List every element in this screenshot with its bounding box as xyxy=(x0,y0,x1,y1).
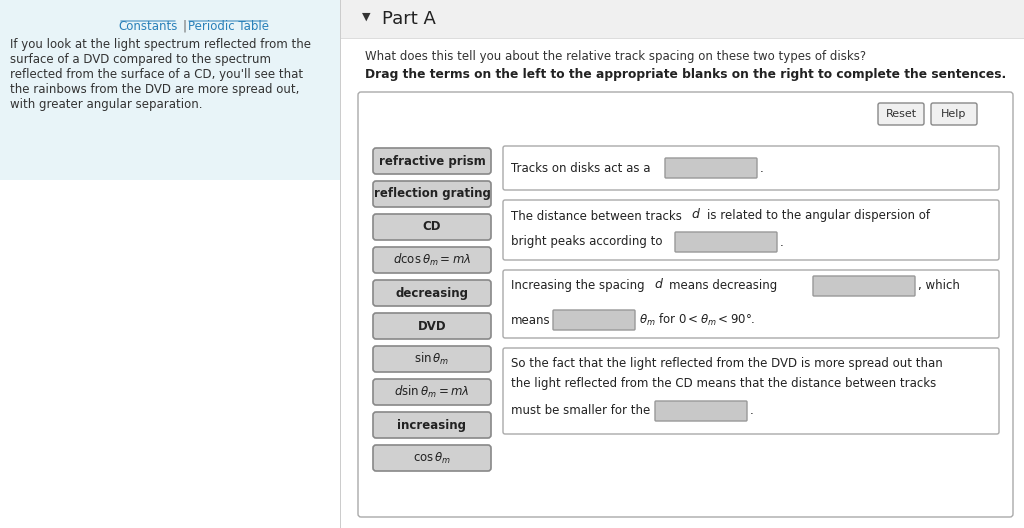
Text: Tracks on disks act as a: Tracks on disks act as a xyxy=(511,162,650,174)
Text: ▼: ▼ xyxy=(362,12,371,22)
Text: decreasing: decreasing xyxy=(395,287,469,299)
Text: Reset: Reset xyxy=(886,109,916,119)
Text: CD: CD xyxy=(423,221,441,233)
FancyBboxPatch shape xyxy=(373,313,490,339)
FancyBboxPatch shape xyxy=(665,158,757,178)
Text: Increasing the spacing: Increasing the spacing xyxy=(511,279,645,293)
FancyBboxPatch shape xyxy=(813,276,915,296)
Text: The distance between tracks: The distance between tracks xyxy=(511,210,682,222)
Text: bright peaks according to: bright peaks according to xyxy=(511,235,663,249)
Text: $\sin\theta_m$: $\sin\theta_m$ xyxy=(415,351,450,367)
Text: Help: Help xyxy=(941,109,967,119)
Text: $d$: $d$ xyxy=(654,277,664,291)
FancyBboxPatch shape xyxy=(503,200,999,260)
Bar xyxy=(341,38,1024,528)
Text: If you look at the light spectrum reflected from the
surface of a DVD compared t: If you look at the light spectrum reflec… xyxy=(10,38,311,111)
Text: means decreasing: means decreasing xyxy=(669,279,777,293)
Text: .: . xyxy=(760,162,764,174)
FancyBboxPatch shape xyxy=(373,280,490,306)
Text: $d\cos\theta_m = m\lambda$: $d\cos\theta_m = m\lambda$ xyxy=(393,252,471,268)
FancyBboxPatch shape xyxy=(675,232,777,252)
FancyBboxPatch shape xyxy=(878,103,924,125)
FancyBboxPatch shape xyxy=(553,310,635,330)
FancyBboxPatch shape xyxy=(931,103,977,125)
Text: Periodic Table: Periodic Table xyxy=(187,20,268,33)
Text: $d$: $d$ xyxy=(691,207,701,221)
Text: $\theta_m$ for $0 < \theta_m < 90°$.: $\theta_m$ for $0 < \theta_m < 90°$. xyxy=(639,312,756,328)
Text: What does this tell you about the relative track spacing on these two types of d: What does this tell you about the relati… xyxy=(365,50,866,63)
Text: .: . xyxy=(780,235,783,249)
Text: , which: , which xyxy=(918,279,959,293)
Text: |: | xyxy=(182,20,186,33)
FancyBboxPatch shape xyxy=(358,92,1013,517)
Text: increasing: increasing xyxy=(397,419,467,431)
FancyBboxPatch shape xyxy=(373,379,490,405)
Text: $d\sin\theta_m = m\lambda$: $d\sin\theta_m = m\lambda$ xyxy=(394,384,470,400)
Text: DVD: DVD xyxy=(418,319,446,333)
Text: refractive prism: refractive prism xyxy=(379,155,485,167)
FancyBboxPatch shape xyxy=(373,346,490,372)
Text: So the fact that the light reflected from the DVD is more spread out than: So the fact that the light reflected fro… xyxy=(511,357,943,371)
FancyBboxPatch shape xyxy=(373,181,490,207)
Text: must be smaller for the: must be smaller for the xyxy=(511,404,650,418)
FancyBboxPatch shape xyxy=(503,146,999,190)
FancyBboxPatch shape xyxy=(503,270,999,338)
Text: reflection grating: reflection grating xyxy=(374,187,490,201)
Text: Part A: Part A xyxy=(382,10,436,28)
Text: $\cos\theta_m$: $\cos\theta_m$ xyxy=(413,450,452,466)
FancyBboxPatch shape xyxy=(503,348,999,434)
FancyBboxPatch shape xyxy=(373,214,490,240)
Bar xyxy=(341,0,1024,38)
Text: Drag the terms on the left to the appropriate blanks on the right to complete th: Drag the terms on the left to the approp… xyxy=(365,68,1007,81)
Text: the light reflected from the CD means that the distance between tracks: the light reflected from the CD means th… xyxy=(511,378,936,391)
Bar xyxy=(0,0,340,180)
FancyBboxPatch shape xyxy=(373,247,490,273)
Bar xyxy=(341,38,1024,39)
FancyBboxPatch shape xyxy=(373,445,490,471)
FancyBboxPatch shape xyxy=(373,148,490,174)
FancyBboxPatch shape xyxy=(373,412,490,438)
FancyBboxPatch shape xyxy=(655,401,746,421)
Text: is related to the angular dispersion of: is related to the angular dispersion of xyxy=(707,210,930,222)
Text: .: . xyxy=(750,404,754,418)
Text: means: means xyxy=(511,314,551,326)
Text: Constants: Constants xyxy=(119,20,178,33)
